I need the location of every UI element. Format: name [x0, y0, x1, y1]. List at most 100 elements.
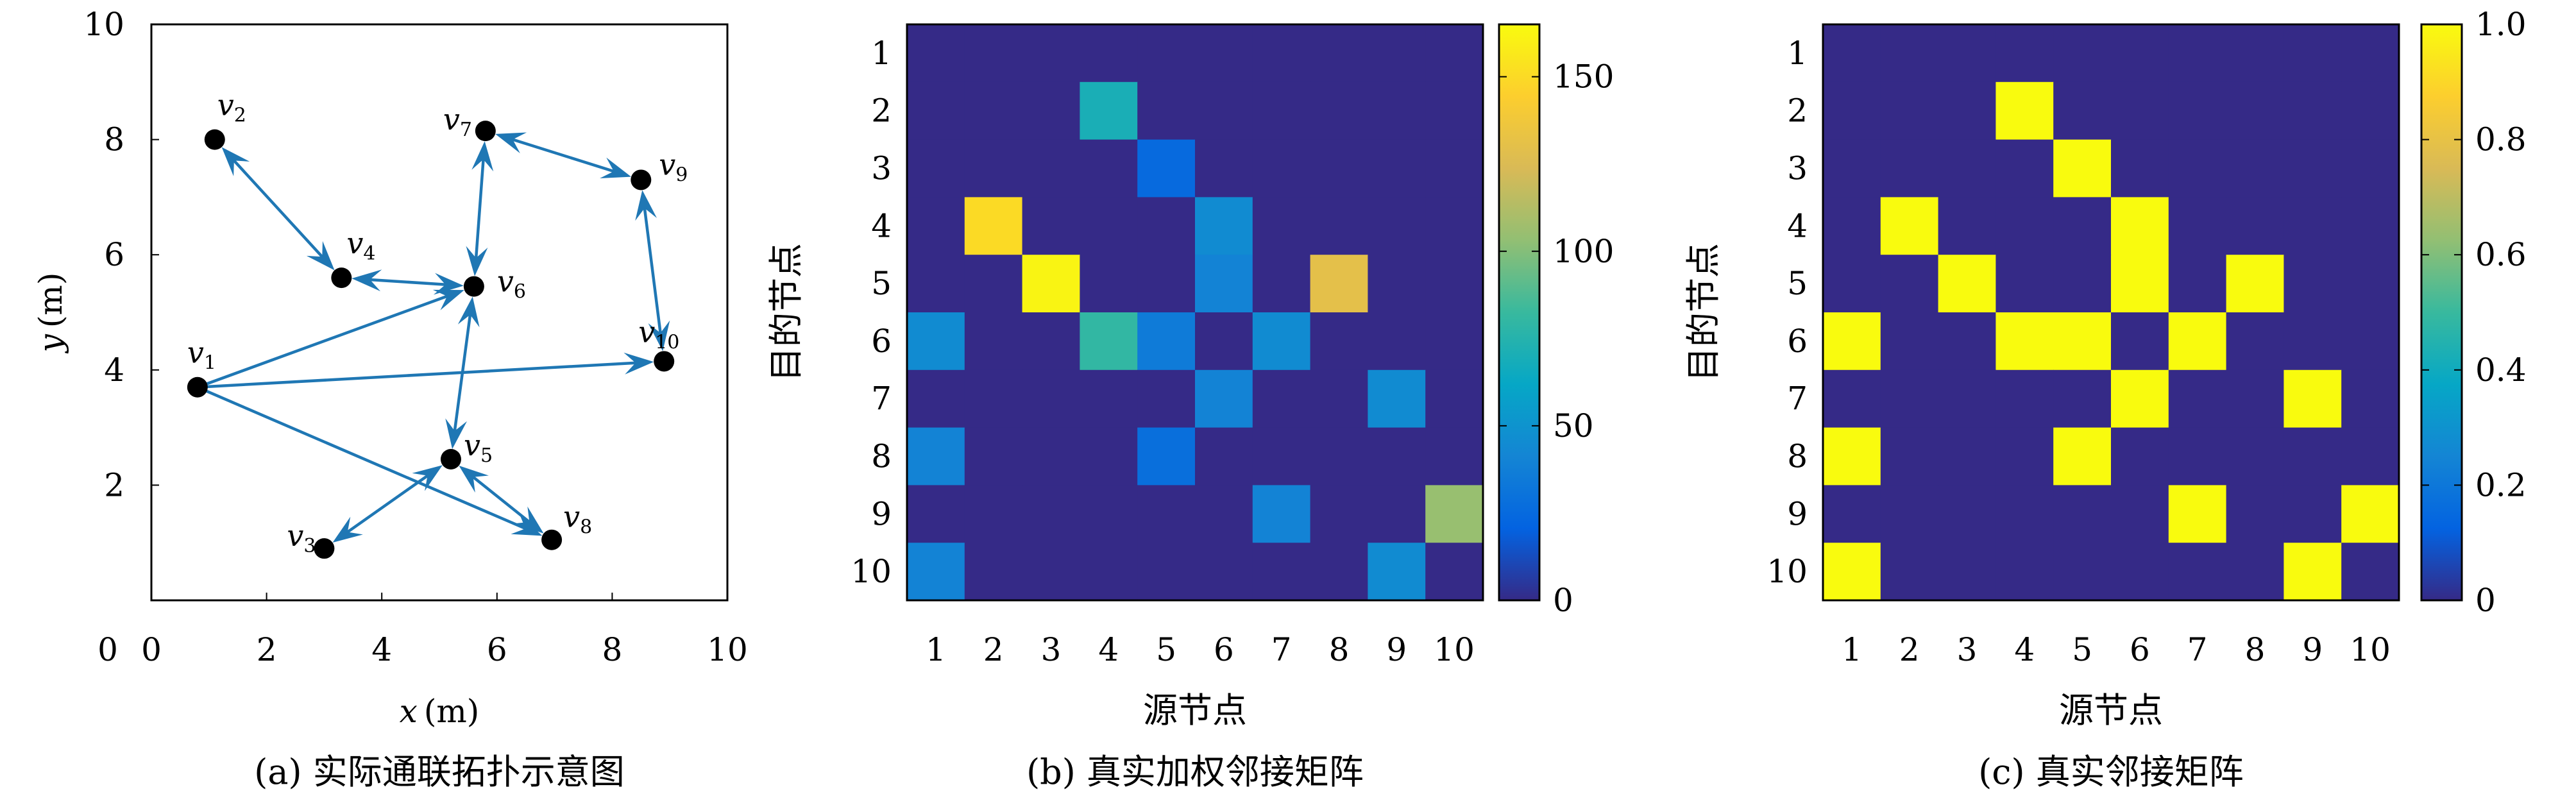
cell-r7-c2 [1880, 369, 1939, 428]
cell-r6-c6 [2111, 312, 2169, 371]
node-3 [314, 538, 335, 559]
cell-r3-c1 [1823, 139, 1881, 198]
cell-r8-c7 [2168, 427, 2227, 486]
x-tick-label: 8 [602, 631, 622, 668]
cell-r6-c8 [1310, 312, 1368, 371]
y-tick-label: 6 [104, 236, 124, 273]
y-tick-label: 4 [1787, 207, 1808, 244]
cell-r6-c3 [1938, 312, 1996, 371]
node-label-8: v8 [563, 500, 592, 539]
cell-r2-c6 [1195, 81, 1253, 140]
cell-r5-c2 [964, 255, 1023, 313]
colorbar-tick-label: 0.8 [2475, 121, 2527, 158]
cell-r1-c8 [2226, 24, 2284, 83]
panel-a-y-axis-label: y (m) [32, 273, 69, 354]
cell-r3-c5 [2053, 139, 2112, 198]
edge-arrowhead [514, 506, 544, 534]
panel-c-caption: (c) 真实邻接矩阵 [1978, 752, 2244, 792]
cell-r1-c6 [2111, 24, 2169, 83]
cell-r9-c6 [1195, 485, 1253, 543]
edge-line-5-8 [471, 475, 531, 524]
cell-r9-c9 [1368, 485, 1426, 543]
cell-r4-c3 [1938, 197, 1996, 255]
cell-r8-c5 [2053, 427, 2112, 486]
cell-r3-c7 [2168, 139, 2227, 198]
cell-r6-c1 [1823, 312, 1881, 371]
y-tick-label: 7 [871, 380, 892, 418]
cell-r6-c7 [2168, 312, 2227, 371]
y-tick-label: 9 [1787, 495, 1808, 532]
edge-arrowhead [432, 289, 464, 310]
cell-r3-c1 [907, 139, 965, 198]
cell-r4-c8 [2226, 197, 2284, 255]
x-tick-label: 9 [2302, 631, 2323, 668]
panel-c-x-axis-label: 源节点 [2059, 690, 2163, 731]
panel-a-frame [150, 23, 729, 602]
cell-r3-c2 [964, 139, 1023, 198]
cell-r10-c1 [1823, 543, 1881, 601]
cell-r8-c2 [964, 427, 1023, 486]
cell-r2-c8 [2226, 81, 2284, 140]
cell-r9-c5 [1137, 485, 1196, 543]
cell-r3-c3 [1022, 139, 1080, 198]
cell-r2-c7 [1252, 81, 1311, 140]
cell-r9-c4 [1080, 485, 1138, 543]
cell-r10-c2 [964, 543, 1023, 601]
colorbar-tick-label: 50 [1553, 407, 1594, 444]
cell-r5-c6 [2111, 255, 2169, 313]
cell-r10-c4 [1996, 543, 2054, 601]
node-label-3: v3 [287, 518, 316, 557]
cell-r1-c7 [1252, 24, 1311, 83]
cell-r6-c8 [2226, 312, 2284, 371]
cell-r1-c5 [1137, 24, 1196, 83]
y-tick-label: 10 [83, 6, 124, 43]
node-label-4: v4 [346, 226, 375, 265]
cell-r7-c10 [2341, 369, 2400, 428]
edge-arrowhead [221, 147, 250, 176]
cell-r10-c6 [1195, 543, 1253, 601]
colorbar-tick-label: 0.6 [2475, 236, 2527, 273]
panel-a-x-axis-label: x (m) [400, 693, 480, 730]
x-tick-label: 3 [1957, 631, 1978, 668]
cell-r3-c8 [1310, 139, 1368, 198]
y-tick-label: 3 [1787, 150, 1808, 187]
edge-arrowhead [457, 296, 480, 328]
cell-r10-c9 [1368, 543, 1426, 601]
cell-r5-c7 [2168, 255, 2227, 313]
cell-r8-c4 [1996, 427, 2054, 486]
cell-r9-c8 [1310, 485, 1368, 543]
cell-r1-c1 [1823, 24, 1881, 83]
edge-arrowhead [471, 141, 494, 172]
cell-r3-c5 [1137, 139, 1196, 198]
edge-line-7-9 [511, 138, 615, 173]
y-tick-label: 4 [104, 351, 124, 389]
cell-r9-c1 [907, 485, 965, 543]
cell-r8-c4 [1080, 427, 1138, 486]
y-tick-label: 5 [1787, 265, 1808, 302]
cell-r5-c1 [1823, 255, 1881, 313]
cell-r1-c4 [1080, 24, 1138, 83]
cell-r8-c6 [2111, 427, 2169, 486]
cell-r8-c9 [2284, 427, 2342, 486]
cell-r5-c9 [1368, 255, 1426, 313]
node-4 [331, 267, 352, 289]
edge-arrowhead [433, 273, 464, 295]
node-2 [204, 129, 225, 150]
cell-r8-c1 [907, 427, 965, 486]
x-tick-label: 6 [487, 631, 507, 668]
edge-arrowhead [648, 320, 670, 351]
edge-arrowhead [635, 190, 657, 221]
y-tick-label: 4 [871, 207, 892, 244]
cell-r1-c5 [2053, 24, 2112, 83]
edge-arrowhead [306, 241, 335, 271]
cell-r7-c8 [2226, 369, 2284, 428]
panel-a-ticks: 0 2 4 6 8 10 2 4 6 8 10 0 [83, 6, 747, 668]
cell-r4-c9 [2284, 197, 2342, 255]
cell-r2-c5 [1137, 81, 1196, 140]
node-8 [541, 529, 563, 550]
x-tick-label: 8 [2245, 631, 2266, 668]
cell-r7-c7 [1252, 369, 1311, 428]
cell-r10-c5 [2053, 543, 2112, 601]
